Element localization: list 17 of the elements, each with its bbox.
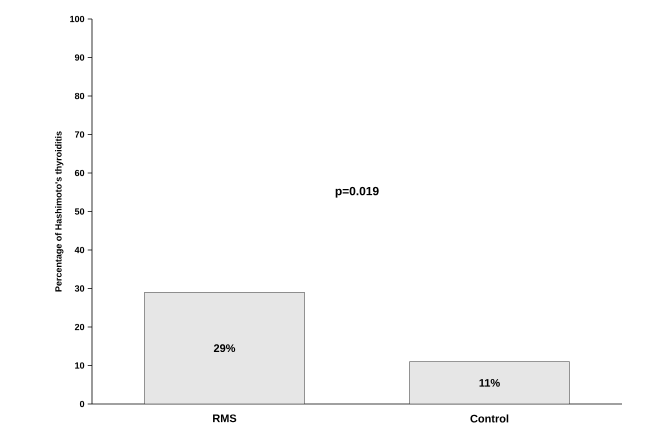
annotation: p=0.019 (336, 186, 379, 198)
y-tick-label: 10 (75, 362, 84, 369)
data-label: 29% (214, 344, 236, 352)
y-tick-label: 90 (74, 54, 84, 61)
y-axis-title: Percentage of Hashimoto's thyroiditis (55, 131, 64, 292)
y-tick-label: 20 (74, 324, 84, 330)
y-tick-label: 70 (74, 131, 84, 138)
y-tick-label: 80 (74, 92, 84, 100)
y-tick-label: 100 (70, 16, 84, 22)
y-tick-label: 60 (74, 170, 84, 176)
y-tick-label: 0 (80, 400, 84, 408)
x-tick-label: Control (470, 414, 508, 422)
y-tick-label: 40 (74, 246, 84, 254)
y-tick-label: 30 (74, 285, 84, 292)
data-label: 11% (480, 378, 500, 387)
y-tick-label: 50 (74, 208, 84, 215)
x-tick-label: RMS (213, 414, 236, 422)
